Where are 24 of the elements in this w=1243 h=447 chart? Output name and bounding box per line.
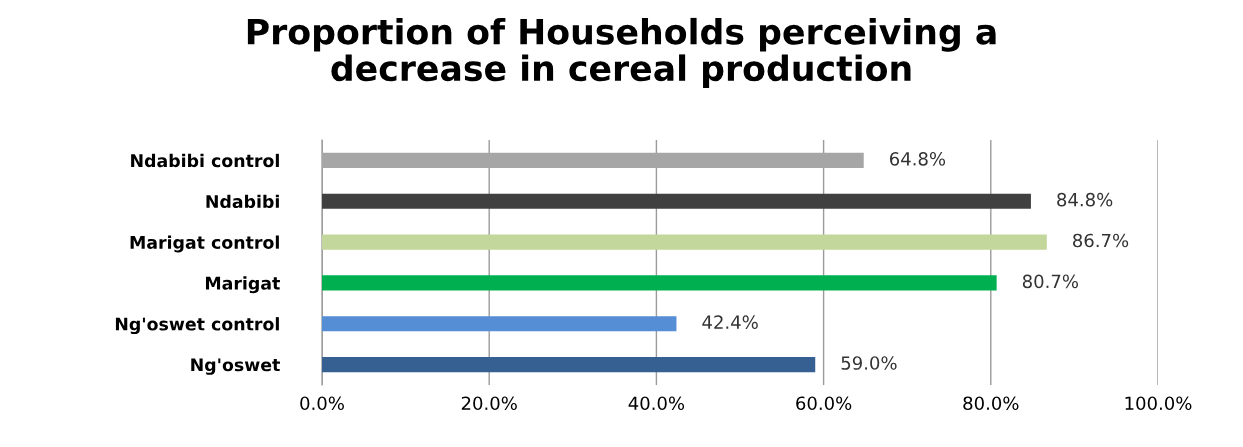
data-label: 84.8%: [1057, 192, 1113, 207]
bar: [322, 234, 1047, 250]
x-tick-label: 100.0%: [1125, 396, 1192, 411]
x-tick-label: 0.0%: [300, 396, 344, 411]
bar: [322, 357, 816, 373]
x-tick-label: 20.0%: [461, 396, 517, 411]
x-tick-label: 80.0%: [963, 396, 1019, 411]
x-tick-label: 40.0%: [628, 396, 685, 411]
data-label: 86.7%: [1073, 233, 1129, 248]
y-tick-label: Ng'oswet control: [115, 317, 279, 335]
data-label: 80.7%: [1022, 274, 1079, 289]
y-tick-label: Marigat: [205, 276, 280, 294]
y-tick-label: Ng'oswet: [191, 358, 280, 375]
y-tick-label: Ndabibi: [206, 194, 279, 209]
data-label: 42.4%: [702, 315, 758, 329]
bar: [322, 275, 997, 291]
y-tick-label: Ndabibi control: [131, 153, 279, 168]
bar: [322, 193, 1031, 209]
bar: [322, 316, 677, 332]
data-label: 64.8%: [889, 152, 946, 166]
chart-title: Proportion of Households perceiving a decrease in cereal production: [247, 17, 996, 88]
data-label: 59.0%: [841, 356, 897, 370]
y-tick-label: Marigat control: [130, 235, 279, 253]
x-tick-label: 60.0%: [796, 396, 852, 411]
